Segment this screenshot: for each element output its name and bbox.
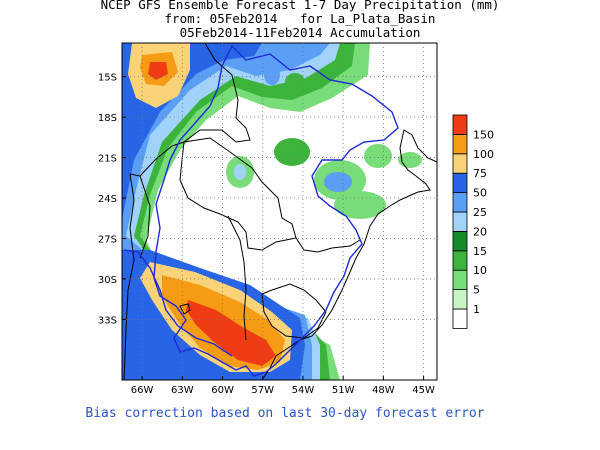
legend-swatch bbox=[452, 192, 468, 213]
legend-label: 20 bbox=[473, 225, 487, 238]
legend-swatch bbox=[452, 153, 468, 174]
lat-tick-label: 15S bbox=[98, 73, 117, 84]
precip-cell bbox=[324, 172, 352, 192]
precip-cell bbox=[264, 65, 280, 85]
lon-tick-label: 66W bbox=[131, 385, 154, 396]
lat-tick-label: 18S bbox=[98, 113, 117, 124]
precip-cell bbox=[334, 191, 386, 219]
precip-band-south-max bbox=[186, 300, 276, 366]
precip-fields bbox=[122, 43, 437, 380]
map-title-line1: NCEP GFS Ensemble Forecast 1-7 Day Preci… bbox=[100, 0, 500, 12]
precip-cell bbox=[274, 138, 310, 166]
precip-cell bbox=[285, 73, 305, 91]
legend-label: 10 bbox=[473, 264, 487, 277]
lat-tick-label: 33S bbox=[98, 315, 117, 326]
legend-swatch bbox=[452, 211, 468, 232]
lon-tick-label: 51W bbox=[332, 385, 355, 396]
footer-note: Bias correction based on last 30-day for… bbox=[85, 406, 485, 421]
latitude-labels: 15S 18S 21S 24S 27S 30S 33S bbox=[98, 73, 117, 327]
lon-tick-label: 48W bbox=[372, 385, 395, 396]
legend-swatch bbox=[452, 172, 468, 193]
legend-swatch bbox=[452, 289, 468, 310]
longitude-labels: 66W 63W 60W 57W 54W 51W 48W 45W bbox=[131, 385, 435, 396]
legend-label: 25 bbox=[473, 206, 487, 219]
border-bolivia bbox=[129, 42, 251, 177]
border-uruguay bbox=[261, 283, 327, 339]
lat-tick-label: 21S bbox=[98, 154, 117, 165]
legend-label: 75 bbox=[473, 167, 487, 180]
lon-tick-label: 45W bbox=[412, 385, 435, 396]
legend-swatch bbox=[452, 269, 468, 291]
legend-swatch bbox=[452, 133, 468, 155]
plot-frame bbox=[121, 42, 438, 381]
lon-tick-label: 54W bbox=[292, 385, 315, 396]
legend-swatch bbox=[452, 230, 468, 252]
map-title-line2: from: 05Feb2014 for La_Plata_Basin bbox=[164, 11, 436, 26]
border-chile-argentina bbox=[123, 173, 135, 381]
coastline bbox=[261, 129, 438, 381]
lat-tick-label: 30S bbox=[98, 275, 117, 286]
legend-swatch bbox=[452, 308, 468, 329]
map-title-line3: 05Feb2014-11Feb2014 Accumulation bbox=[179, 25, 421, 40]
lon-tick-label: 60W bbox=[211, 385, 234, 396]
legend-label: 100 bbox=[473, 148, 494, 161]
lon-tick-label: 63W bbox=[171, 385, 194, 396]
basin-outline-west bbox=[123, 249, 233, 357]
legend-swatch bbox=[452, 250, 468, 271]
precip-cell bbox=[234, 164, 246, 180]
country-borders bbox=[123, 42, 438, 381]
legend-label: 1 bbox=[473, 303, 480, 316]
precip-patch-nw-max bbox=[148, 62, 168, 80]
border-argentina-inner bbox=[227, 215, 247, 341]
legend-label: 5 bbox=[473, 284, 480, 297]
legend-label: 150 bbox=[473, 128, 494, 141]
lat-tick-label: 27S bbox=[98, 234, 117, 245]
gridlines bbox=[122, 43, 437, 380]
border-andes bbox=[139, 175, 151, 259]
border-paraguay bbox=[179, 137, 297, 251]
legend-swatch bbox=[452, 114, 468, 135]
legend-label: 50 bbox=[473, 187, 487, 200]
lon-tick-label: 57W bbox=[251, 385, 274, 396]
basin-outline bbox=[153, 44, 399, 377]
lat-tick-label: 24S bbox=[98, 194, 117, 205]
precip-cell bbox=[364, 144, 392, 168]
legend-label: 15 bbox=[473, 245, 487, 258]
